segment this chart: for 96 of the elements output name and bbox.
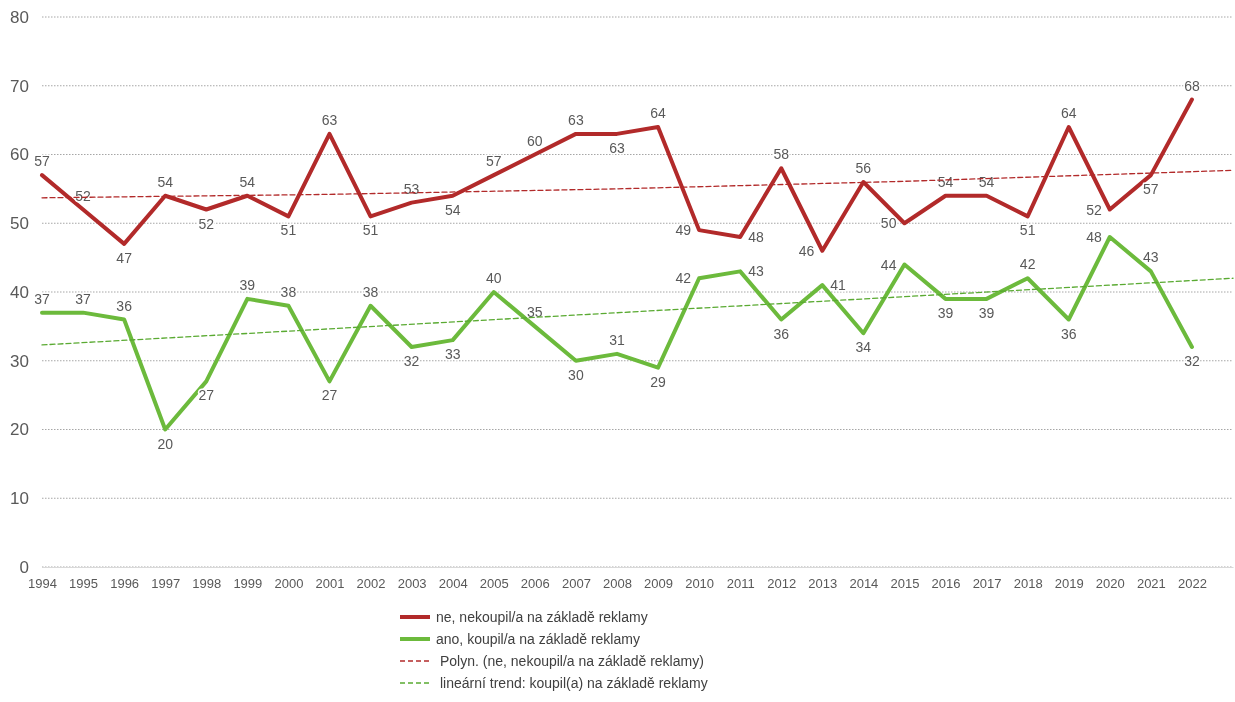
x-tick-label: 2000 xyxy=(274,576,304,592)
x-tick-label: 2001 xyxy=(315,576,345,592)
x-tick-label: 2017 xyxy=(972,576,1002,592)
legend-label: Polyn. (ne, nekoupil/a na základě reklamy) xyxy=(440,653,704,669)
x-tick-label: 2013 xyxy=(808,576,838,592)
x-tick-label: 2022 xyxy=(1177,576,1207,592)
x-tick-label: 1998 xyxy=(192,576,222,592)
data-label: 51 xyxy=(1019,222,1036,239)
x-tick-label: 1997 xyxy=(151,576,181,592)
data-label: 49 xyxy=(675,222,692,239)
y-tick-label: 20 xyxy=(10,420,29,440)
data-label: 50 xyxy=(880,215,897,232)
data-label: 39 xyxy=(239,276,256,293)
data-label: 57 xyxy=(485,153,502,170)
x-tick-label: 2021 xyxy=(1136,576,1166,592)
x-tick-label: 2020 xyxy=(1095,576,1125,592)
data-label: 39 xyxy=(978,304,995,321)
data-label: 52 xyxy=(1086,201,1102,218)
x-tick-label: 2014 xyxy=(849,576,879,592)
data-label: 40 xyxy=(485,270,502,286)
data-label: 64 xyxy=(650,105,667,121)
data-label: 57 xyxy=(1143,181,1159,198)
x-tick-label: 2010 xyxy=(685,576,715,592)
data-label: 58 xyxy=(773,146,790,163)
y-tick-label: 80 xyxy=(10,7,29,27)
data-label: 37 xyxy=(75,290,92,307)
data-label: 56 xyxy=(855,160,872,176)
data-label: 36 xyxy=(773,325,790,342)
data-label: 35 xyxy=(527,304,543,321)
y-tick-label: 50 xyxy=(10,214,29,234)
data-label: 34 xyxy=(855,339,872,356)
data-label: 37 xyxy=(34,290,50,307)
data-label: 30 xyxy=(568,366,584,383)
data-label: 54 xyxy=(444,201,461,218)
data-label: 36 xyxy=(116,297,133,314)
legend-label: lineární trend: koupil(a) na základě reklamy xyxy=(440,675,708,691)
data-label: 57 xyxy=(34,153,50,170)
data-label: 32 xyxy=(403,353,420,369)
data-label: 44 xyxy=(880,256,897,273)
x-tick-label: 1996 xyxy=(110,576,140,592)
data-label: 48 xyxy=(748,229,764,245)
data-label: 52 xyxy=(198,215,215,232)
data-label: 51 xyxy=(280,222,297,239)
y-tick-label: 60 xyxy=(10,145,29,165)
x-tick-label: 1999 xyxy=(233,576,263,592)
data-label: 54 xyxy=(157,173,174,190)
x-tick-label: 2009 xyxy=(644,576,673,592)
data-label: 39 xyxy=(937,304,954,321)
data-label: 63 xyxy=(568,111,584,128)
x-tick-label: 1994 xyxy=(28,576,57,592)
data-label: 48 xyxy=(1086,229,1102,245)
data-label: 60 xyxy=(527,132,543,149)
x-tick-label: 2018 xyxy=(1013,576,1043,592)
x-tick-label: 2006 xyxy=(520,576,550,592)
x-tick-label: 2007 xyxy=(561,576,591,592)
y-tick-label: 70 xyxy=(10,76,29,96)
data-label: 41 xyxy=(830,277,847,294)
data-label: 31 xyxy=(609,331,625,348)
data-label: 42 xyxy=(675,270,692,287)
x-tick-label: 2019 xyxy=(1054,576,1084,592)
data-label: 32 xyxy=(1184,353,1200,369)
x-tick-label: 2003 xyxy=(397,576,427,592)
data-label: 47 xyxy=(116,249,133,266)
y-tick-label: 10 xyxy=(10,489,29,509)
x-tick-label: 2015 xyxy=(890,576,920,592)
data-label: 64 xyxy=(1060,105,1077,121)
data-label: 38 xyxy=(280,283,297,300)
data-label: 42 xyxy=(1019,256,1036,273)
legend-label: ne, nekoupil/a na základě reklamy xyxy=(436,609,648,625)
data-label: 54 xyxy=(239,173,256,190)
data-label: 46 xyxy=(798,242,815,259)
data-label: 63 xyxy=(321,111,338,128)
data-label: 20 xyxy=(157,435,174,452)
data-label: 36 xyxy=(1060,325,1077,342)
x-tick-label: 2011 xyxy=(726,576,755,592)
y-tick-label: 30 xyxy=(10,351,29,371)
x-tick-label: 2008 xyxy=(603,576,632,592)
data-label: 43 xyxy=(748,263,764,280)
x-tick-label: 2005 xyxy=(479,576,509,592)
x-tick-label: 1995 xyxy=(69,576,99,592)
data-label: 63 xyxy=(609,139,625,156)
data-label: 27 xyxy=(198,387,215,404)
x-tick-label: 2012 xyxy=(767,576,797,592)
data-label: 29 xyxy=(650,373,667,390)
data-label: 27 xyxy=(321,387,338,404)
x-tick-label: 2004 xyxy=(438,576,468,592)
data-label: 38 xyxy=(362,283,379,300)
data-label: 68 xyxy=(1184,77,1200,94)
y-tick-label: 40 xyxy=(10,282,29,302)
y-tick-label: 0 xyxy=(19,557,29,577)
x-tick-label: 2002 xyxy=(356,576,386,592)
data-label: 51 xyxy=(362,222,379,239)
legend-label: ano, koupil/a na základě reklamy xyxy=(436,631,640,647)
data-label: 43 xyxy=(1143,249,1159,266)
x-tick-label: 2016 xyxy=(931,576,961,592)
data-label: 33 xyxy=(444,346,461,363)
